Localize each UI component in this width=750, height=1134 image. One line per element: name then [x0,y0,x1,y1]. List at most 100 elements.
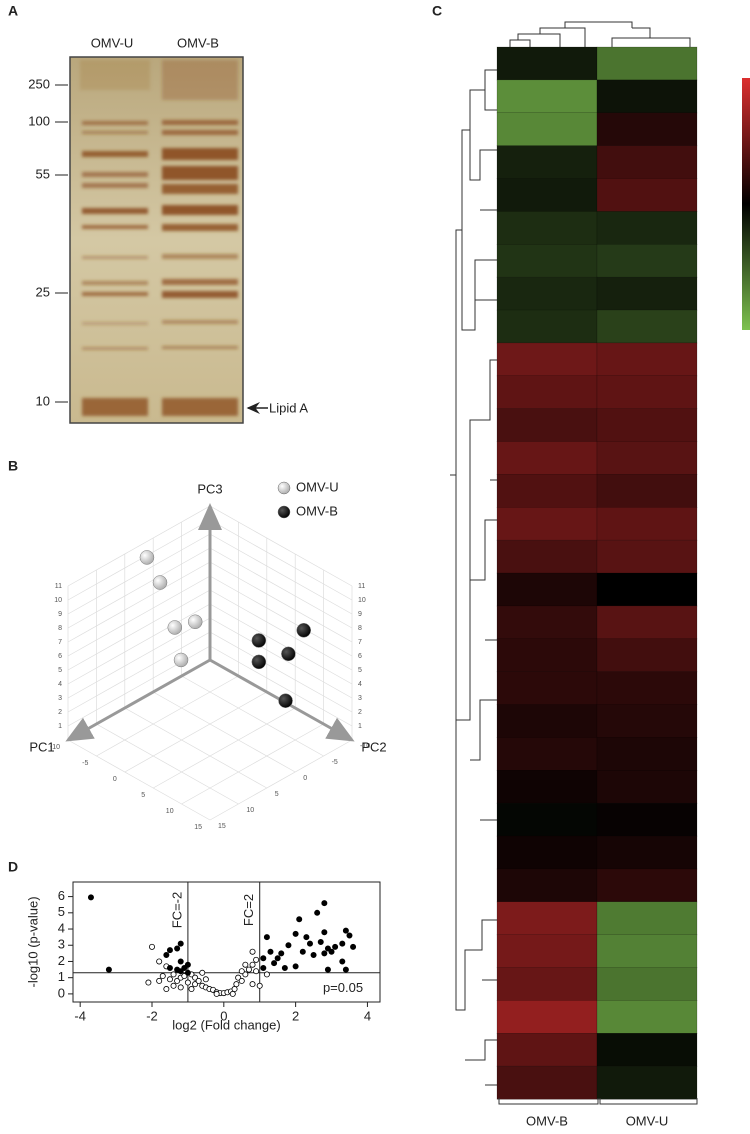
panel-label: B [8,458,18,474]
data-point [192,981,199,988]
grid-line [209,519,353,601]
data-point [166,947,173,954]
data-point [271,960,278,967]
data-point [317,939,324,946]
dendrogram [450,21,691,1086]
grid-line [209,505,353,587]
heat-cell [496,1000,598,1034]
tick-label: 11 [358,583,365,590]
data-point [314,909,321,916]
heat-cell [496,375,598,410]
heat-cell [496,79,598,114]
grid-line [67,617,211,699]
data-point [339,958,346,965]
data-point [292,963,299,970]
heat-cell [596,46,698,81]
column-label: OMV-B [526,1113,568,1128]
heat-cell [496,112,598,147]
heat-cell [496,572,598,607]
data-point [245,966,252,973]
data-point [170,982,177,989]
x-tick-label: -4 [74,1008,86,1023]
data-point [166,964,173,971]
tick-label: 3 [358,695,362,702]
tick-label: 15 [218,823,226,830]
data-point [148,943,155,950]
tick-label: -10 [360,743,370,750]
tick-label: 1 [58,723,62,730]
group-bracket [498,1098,698,1105]
data-point [350,943,357,950]
grid-line [209,603,353,685]
heat-cell [596,441,698,475]
y-tick-label: 5 [58,904,65,919]
grid-line [209,575,353,657]
axis-label: PC2 [361,739,386,754]
grid-line [181,723,324,805]
tick-label: -5 [332,759,338,766]
data-point [166,976,173,983]
data-point [346,932,353,939]
y-tick-label: 6 [58,888,65,903]
grid-line [209,739,353,821]
data-point [281,646,296,662]
axis-label: PC3 [197,481,222,496]
data-point [177,968,184,975]
heat-cell [496,934,598,969]
data-point [306,940,313,947]
data-point [229,990,236,997]
data-point [238,968,245,975]
data-point [285,942,292,949]
heat-cell [596,802,698,837]
tick-label: 5 [275,791,279,798]
data-point [87,894,94,901]
data-point [184,979,191,986]
data-point [156,977,163,984]
heat-cell [596,507,698,541]
heat-cell [496,1065,598,1100]
x-axis-title: log2 (Fold change) [172,1017,280,1032]
data-point [332,943,339,950]
heat-cell [596,967,698,1001]
data-point [152,575,168,590]
data-point [296,916,303,923]
heat-cell [496,770,598,804]
heat-cell [596,901,698,936]
legend-marker [277,505,291,519]
heat-cell [596,474,698,508]
heat-cell [496,868,598,903]
heat-cell [596,770,698,804]
tick-label: 10 [54,597,62,604]
heat-cell [596,539,698,574]
threshold-label: FC=2 [241,894,256,926]
data-point [199,969,206,976]
data-point [260,955,267,962]
grid-line [67,533,211,615]
grid-line [67,575,211,657]
data-point [256,982,263,989]
y-tick-label: 1 [58,969,65,984]
heat-cell [596,79,698,114]
grid-line [67,519,211,601]
tick-label: 0 [113,776,117,783]
data-point [235,974,242,981]
data-point [145,979,152,986]
y-axis-title: -log10 (p-value) [25,896,40,987]
data-point [263,934,270,941]
data-point [299,948,306,955]
data-point [278,950,285,957]
gel [69,56,244,424]
axis [65,658,211,742]
heat-cell [596,145,698,180]
tick-label: 4 [58,681,62,688]
data-point [321,950,328,957]
grid-line [181,675,324,757]
grid-line [209,645,353,727]
grid-line [153,707,296,789]
tick-label: 9 [58,611,62,618]
data-point [163,986,170,993]
